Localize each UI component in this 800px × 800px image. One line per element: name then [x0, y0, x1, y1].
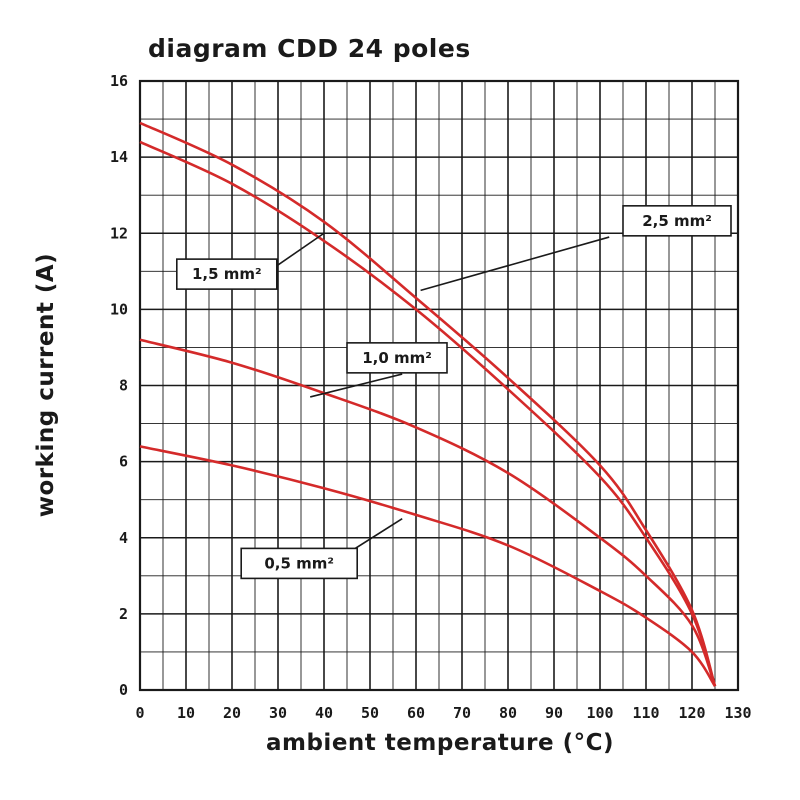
series-label-text: 1,5 mm²: [192, 265, 262, 283]
x-tick-label: 90: [545, 704, 563, 722]
y-tick-label: 0: [119, 681, 128, 699]
y-tick-label: 6: [119, 453, 128, 471]
series-label-1: 1,5 mm²: [176, 232, 325, 290]
series-label-box: [346, 342, 448, 374]
series-line-0: [139, 121, 717, 687]
x-tick-label: 30: [269, 704, 287, 722]
series-line-3: [139, 445, 717, 687]
x-tick-label: 60: [407, 704, 425, 722]
x-tick-label: 130: [724, 704, 751, 722]
series-curves: [139, 121, 717, 687]
chart-title: diagram CDD 24 poles: [148, 34, 471, 63]
series-label-box: [176, 258, 278, 290]
plot-frame: [138, 79, 740, 692]
axis-ticks: 0 10 20 30 40 50 60 70 80 90 100 110 120 130 0 2 4 6 8 10 12…: [110, 72, 752, 722]
y-tick-label: 10: [110, 300, 128, 318]
y-tick-label: 16: [110, 72, 128, 90]
series-line-2: [139, 338, 717, 687]
series-label-leader: [268, 232, 325, 272]
x-tick-label: 20: [223, 704, 241, 722]
x-tick-label: 100: [586, 704, 613, 722]
series-label-2: 1,0 mm²: [310, 342, 448, 398]
series-label-text: 2,5 mm²: [642, 212, 712, 230]
series-labels: 2,5 mm² 1,5 mm² 1,0 mm² 0,5 mm²: [176, 205, 732, 580]
x-tick-label: 80: [499, 704, 517, 722]
y-tick-label: 4: [119, 529, 128, 547]
x-tick-label: 40: [315, 704, 333, 722]
series-label-leader: [310, 373, 403, 398]
x-tick-label: 110: [632, 704, 659, 722]
x-tick-label: 70: [453, 704, 471, 722]
grid: [138, 79, 740, 692]
series-label-box: [622, 205, 732, 237]
series-label-text: 1,0 mm²: [362, 349, 432, 367]
series-label-text: 0,5 mm²: [264, 554, 334, 572]
x-tick-label: 10: [177, 704, 195, 722]
y-tick-label: 8: [119, 377, 128, 395]
x-tick-label: 0: [135, 704, 144, 722]
x-tick-label: 50: [361, 704, 379, 722]
y-tick-label: 2: [119, 605, 128, 623]
x-tick-label: 120: [678, 704, 705, 722]
series-label-leader: [420, 236, 610, 292]
y-tick-label: 12: [110, 224, 128, 242]
x-axis-label: ambient temperature (°C): [265, 730, 614, 756]
series-label-box: [240, 547, 358, 580]
series-line-1: [139, 140, 717, 687]
y-tick-label: 14: [110, 148, 128, 166]
series-label-3: 0,5 mm²: [240, 518, 403, 580]
series-label-0: 2,5 mm²: [420, 205, 732, 292]
